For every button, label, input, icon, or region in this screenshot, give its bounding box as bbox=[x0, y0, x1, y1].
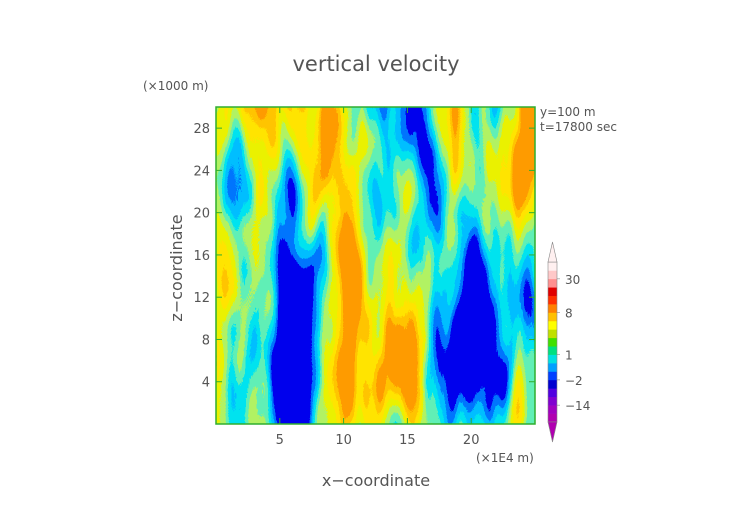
colorbar-segment bbox=[548, 312, 557, 322]
colorbar-segment bbox=[548, 354, 557, 364]
colorbar-label: −14 bbox=[565, 399, 590, 413]
colorbar-segment bbox=[548, 371, 557, 381]
colorbar-segment bbox=[548, 363, 557, 372]
colorbar-segment bbox=[548, 270, 557, 280]
chart-title: vertical velocity bbox=[292, 52, 459, 76]
colorbar-segment bbox=[548, 413, 557, 423]
x-axis: 5 10 15 20 bbox=[276, 107, 480, 448]
plot-frame bbox=[215, 106, 536, 425]
x-tick-label: 15 bbox=[399, 433, 416, 448]
y-tick-label: 20 bbox=[193, 207, 210, 222]
x-tick-label: 10 bbox=[335, 433, 352, 448]
colorbar-segment bbox=[548, 405, 557, 414]
x-unit-label: (×1E4 m) bbox=[476, 451, 534, 465]
y-tick-label: 4 bbox=[202, 376, 210, 391]
y-tick-label: 12 bbox=[193, 291, 210, 306]
colorbar-extend-min bbox=[547, 421, 558, 443]
colorbar-extend-max bbox=[547, 241, 558, 263]
colorbar-segment bbox=[548, 388, 557, 398]
colorbar-label: −2 bbox=[565, 374, 583, 388]
y-unit-label: (×1000 m) bbox=[143, 79, 208, 93]
x-tick-label: 5 bbox=[276, 433, 284, 448]
colorbar-segment bbox=[548, 329, 557, 339]
colorbar: 30 8 1 −2 −14 bbox=[547, 241, 590, 443]
plot-area bbox=[215, 106, 536, 425]
y-axis-title: z−coordinate bbox=[167, 214, 186, 321]
colorbar-segment bbox=[548, 262, 557, 271]
y-tick-label: 8 bbox=[202, 333, 210, 348]
y-tick-label: 16 bbox=[193, 249, 210, 264]
info-line-t: t=17800 sec bbox=[540, 120, 617, 134]
colorbar-segment bbox=[548, 396, 557, 406]
colorbar-segment bbox=[548, 295, 557, 305]
colorbar-segment bbox=[548, 346, 557, 355]
colorbar-segment bbox=[548, 379, 557, 389]
colorbar-label: 1 bbox=[565, 349, 573, 363]
colorbar-label: 30 bbox=[565, 273, 580, 287]
colorbar-segment bbox=[548, 278, 557, 288]
colorbar-segment bbox=[548, 304, 557, 313]
colorbar-segment bbox=[548, 337, 557, 347]
x-tick-label: 20 bbox=[463, 433, 480, 448]
y-tick-label: 28 bbox=[193, 122, 210, 137]
colorbar-label: 8 bbox=[565, 307, 573, 321]
colorbar-segment bbox=[548, 287, 557, 296]
velocity-field bbox=[216, 107, 535, 424]
y-axis: 4 8 12 16 20 24 28 bbox=[193, 122, 535, 391]
colorbar-segment bbox=[548, 320, 557, 330]
y-tick-label: 24 bbox=[193, 164, 210, 179]
x-axis-title: x−coordinate bbox=[322, 471, 430, 490]
info-line-y: y=100 m bbox=[540, 105, 596, 119]
